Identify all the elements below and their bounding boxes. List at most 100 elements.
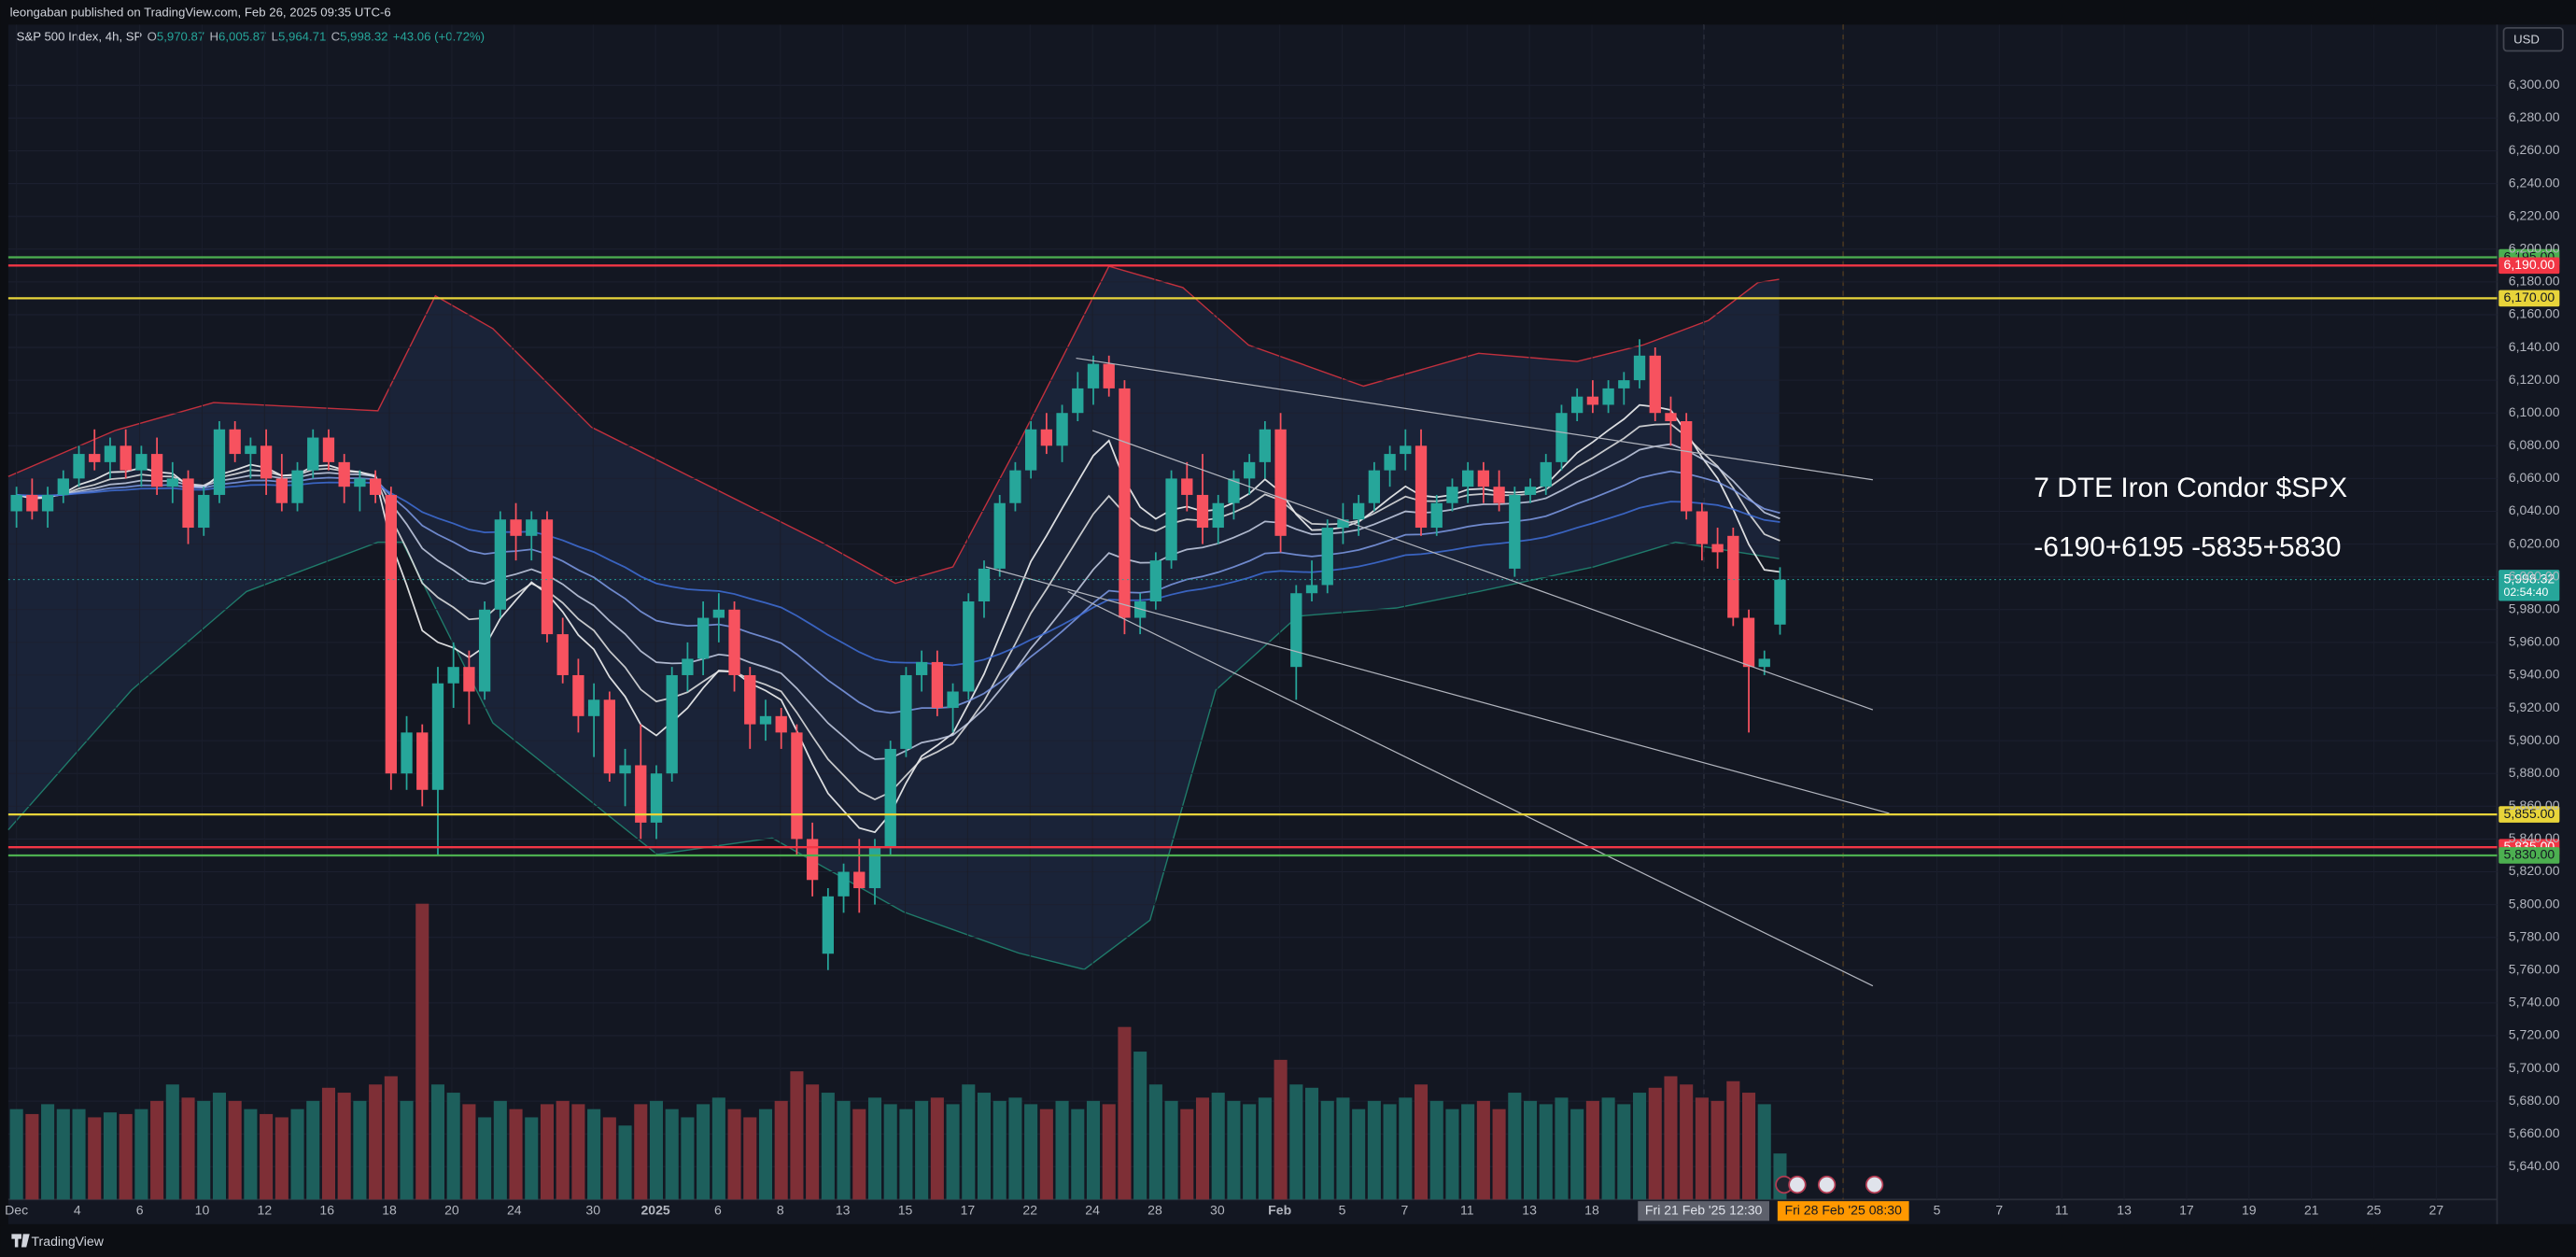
candle-body: [915, 661, 928, 675]
volume-bar: [1211, 1093, 1225, 1200]
candle-body: [135, 454, 148, 471]
x-tick-label: Fri 28 Feb '25 08:30: [1784, 1202, 1902, 1217]
y-tick-label: 6,220.00: [2509, 207, 2560, 222]
volume-bar: [103, 1112, 117, 1200]
candle-body: [401, 732, 413, 774]
publisher-text: leongaban published on TradingView.com, …: [10, 6, 391, 20]
legend-key: C: [331, 30, 341, 44]
y-tick-label: 6,280.00: [2509, 109, 2560, 124]
volume-bar: [1617, 1104, 1631, 1200]
candle-body: [1103, 363, 1115, 388]
volume-bar: [571, 1104, 585, 1200]
volume-bar: [1118, 1026, 1132, 1200]
candle-body: [1509, 494, 1521, 569]
candle-body: [1524, 487, 1537, 495]
candle-body: [1727, 535, 1739, 618]
level-label-box: [2499, 257, 2560, 275]
volume-bar: [1133, 1052, 1147, 1200]
candle-body: [1165, 478, 1177, 561]
x-label-box: [1777, 1201, 1909, 1222]
event-icon: [1788, 1175, 1807, 1194]
x-tick-label: 30: [585, 1202, 600, 1217]
volume-bar: [1086, 1100, 1101, 1200]
volume-bar: [88, 1117, 102, 1200]
volume-bar: [1195, 1097, 1210, 1200]
currency-label[interactable]: USD: [2513, 33, 2540, 47]
candle-body: [1243, 461, 1256, 479]
x-tick-label: 18: [382, 1202, 397, 1217]
volume-bar: [1320, 1100, 1334, 1200]
candle-body: [198, 494, 210, 529]
candle-body: [1290, 593, 1302, 668]
y-tick-label: 5,700.00: [2509, 1060, 2560, 1075]
level-label-box: [2499, 806, 2560, 823]
candle-body: [1774, 579, 1786, 625]
volume-bar: [837, 1100, 851, 1200]
legend-change: +43.06 (+0.72%): [393, 30, 485, 44]
level-label: 6,190.00: [2504, 257, 2555, 272]
y-tick-label: 5,820.00: [2509, 863, 2560, 878]
volume-bar: [1039, 1109, 1053, 1200]
levels: 6,195.006,190.006,170.005,855.005,835.00…: [7, 248, 2560, 864]
volume-bar: [1164, 1100, 1178, 1200]
volume-bar: [1102, 1104, 1116, 1200]
ohlc-legend: S&P 500 Index, 4h, SP O5,970.87 H6,005.87 L…: [17, 30, 485, 44]
volume-bar: [274, 1117, 289, 1200]
candle-body: [1430, 502, 1443, 529]
candle-body: [338, 461, 350, 487]
volume-bar: [1601, 1097, 1615, 1200]
annotation: -6190+6195 -5835+5830: [2034, 532, 2341, 563]
volume-bar: [1336, 1097, 1350, 1200]
volume-bar: [306, 1100, 320, 1200]
candle-body: [291, 470, 303, 503]
candle-body: [1119, 388, 1131, 618]
trend-line: [1067, 590, 1874, 987]
volume-bar: [244, 1109, 258, 1200]
candle-body: [1696, 511, 1709, 544]
candle-body: [1072, 388, 1084, 414]
candle-body: [1259, 429, 1272, 462]
candle-body: [213, 429, 226, 495]
volume-bar: [1523, 1100, 1538, 1200]
candle-body: [978, 568, 991, 602]
volume-bar: [1055, 1100, 1069, 1200]
x-tick-label: Fri 21 Feb '25 12:30: [1645, 1202, 1763, 1217]
volume-bar: [165, 1084, 179, 1200]
volume-bar: [1664, 1076, 1678, 1200]
x-tick-label: 6: [714, 1202, 722, 1217]
volume-bar: [1680, 1084, 1694, 1200]
volume-bar: [1508, 1093, 1522, 1200]
currency-button[interactable]: [2502, 27, 2564, 52]
candle-body: [494, 519, 506, 610]
bollinger-upper: [7, 265, 1780, 585]
x-tick-label: 16: [319, 1202, 334, 1217]
candle-body: [322, 437, 335, 462]
candle-body: [89, 454, 101, 462]
volume-bar: [867, 1097, 882, 1200]
x-tick-label: 17: [961, 1202, 976, 1217]
volume-bar: [1492, 1109, 1506, 1200]
volume-bar: [72, 1109, 86, 1200]
volume-bar: [1710, 1100, 1724, 1200]
volume-bar: [930, 1097, 944, 1200]
volume-bar: [821, 1093, 835, 1200]
x-tick-label: 13: [1522, 1202, 1537, 1217]
trend-line: [1076, 357, 1873, 481]
bollinger-lower: [7, 541, 1780, 970]
volume-bar: [1258, 1097, 1272, 1200]
y-tick-label: 6,000.00: [2509, 568, 2560, 583]
ema-line: [16, 443, 1781, 760]
volume-bar: [1429, 1100, 1443, 1200]
y-tick-label: 6,100.00: [2509, 404, 2560, 419]
volume-bar: [56, 1109, 70, 1200]
candle-body: [463, 667, 475, 692]
volume-bar: [681, 1117, 695, 1200]
candle-body: [1742, 617, 1755, 668]
volume-bar: [430, 1084, 445, 1200]
candle-body: [1681, 420, 1693, 512]
candle-body: [1133, 601, 1147, 618]
footer: [0, 1225, 2576, 1257]
volume-bar: [525, 1117, 539, 1200]
candle-body: [1321, 528, 1333, 586]
volume-bar: [181, 1097, 195, 1200]
